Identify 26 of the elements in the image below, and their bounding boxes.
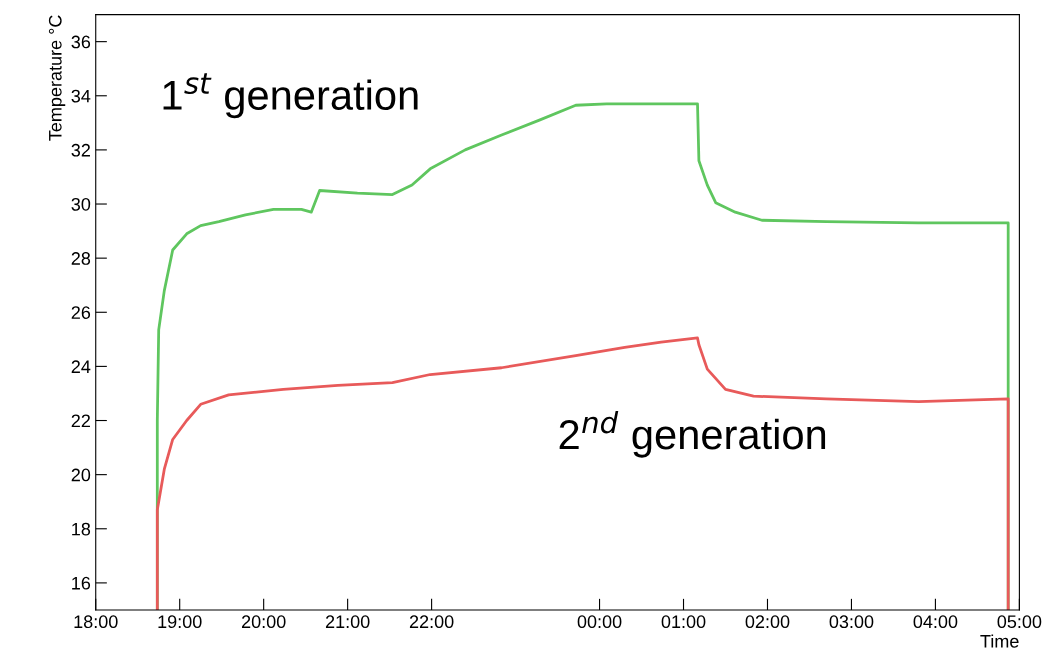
- y-tick-label: 36: [71, 35, 91, 49]
- x-tick-label: 19:00: [158, 615, 202, 629]
- x-tick-label: 20:00: [241, 615, 286, 629]
- x-tick-label: 04:00: [913, 615, 958, 629]
- x-axis-title: Time: [980, 634, 1019, 648]
- x-tick-label: 05:00: [997, 615, 1042, 629]
- x-tick-label: 02:00: [745, 615, 790, 629]
- y-tick-label: 24: [71, 360, 91, 373]
- annotation: 2$^{nd}$ generation: [559, 410, 826, 458]
- y-tick-label: 26: [71, 306, 91, 319]
- x-tick-label: 22:00: [409, 615, 454, 629]
- y-tick-label: 30: [71, 197, 91, 211]
- y-tick-label: 18: [72, 522, 91, 536]
- y-tick-label: 34: [71, 89, 91, 103]
- x-tick-label: 03:00: [829, 615, 874, 629]
- x-tick-label: 00:00: [577, 615, 622, 629]
- annotation: 1$^{st}$ generation: [163, 73, 418, 119]
- y-tick-label: 28: [71, 252, 91, 265]
- y-tick-label: 32: [71, 143, 90, 157]
- y-tick-label: 20: [71, 468, 91, 482]
- x-tick-label: 01:00: [661, 615, 706, 629]
- x-tick-label: 21:00: [325, 615, 370, 629]
- y-tick-label: 22: [71, 414, 90, 428]
- y-tick-label: 16: [72, 576, 91, 590]
- x-tick-label: 18:00: [74, 615, 118, 629]
- y-axis-title: Temperature °C: [48, 15, 66, 141]
